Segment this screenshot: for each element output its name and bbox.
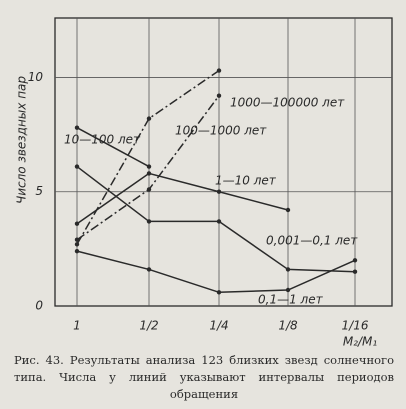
data-point [146, 219, 152, 224]
x-tick-label: 1/4 [209, 319, 228, 333]
series-line [76, 127, 150, 168]
x-tick-label: 1/2 [139, 319, 158, 333]
data-point [74, 221, 80, 226]
series-label: 10—100 лет [64, 133, 141, 147]
series-label: 1—10 лет [215, 174, 277, 188]
chart: Число звездных пар M₂/M₁ 0 5 10 1 1/2 1/4 1/8 1… [15, 17, 393, 349]
data-point [216, 189, 222, 194]
series-label: 0,1—1 лет [258, 293, 324, 307]
y-tick-label: 5 [35, 184, 43, 198]
series-label: 100—1000 лет [175, 124, 267, 138]
data-point [146, 164, 152, 169]
data-point [216, 93, 222, 98]
data-point [285, 207, 291, 213]
x-tick-label: 1/8 [278, 319, 298, 333]
data-point [216, 68, 222, 73]
data-point [216, 219, 222, 224]
data-point [74, 125, 80, 130]
data-point [146, 267, 152, 272]
x-tick-label: 1/16 [342, 319, 369, 333]
y-tick-label: 0 [35, 299, 43, 313]
caption: Рис. 43. Результаты анализа 123 близких … [14, 353, 394, 401]
series-line [76, 172, 289, 225]
data-point [146, 171, 152, 176]
series-label: 0,001—0,1 лет [266, 234, 358, 248]
series-line [76, 250, 356, 294]
data-point [74, 164, 80, 169]
data-point [285, 267, 291, 272]
data-point [285, 287, 291, 293]
data-point [74, 237, 80, 242]
y-tick-label: 10 [28, 70, 44, 84]
series-line [76, 69, 220, 245]
y-axis-label: Число звездных пар [15, 76, 29, 204]
data-point [74, 242, 80, 247]
data-point [352, 258, 358, 263]
data-point [146, 187, 152, 192]
series-label: 1000—100000 лет [230, 96, 345, 110]
data-point [352, 269, 358, 274]
data-point [216, 290, 222, 295]
data-point [146, 116, 152, 121]
x-axis-label: M₂/M₁ [343, 335, 378, 349]
x-tick-label: 1 [73, 319, 81, 333]
data-point [74, 248, 80, 254]
plot-frame [54, 17, 393, 307]
